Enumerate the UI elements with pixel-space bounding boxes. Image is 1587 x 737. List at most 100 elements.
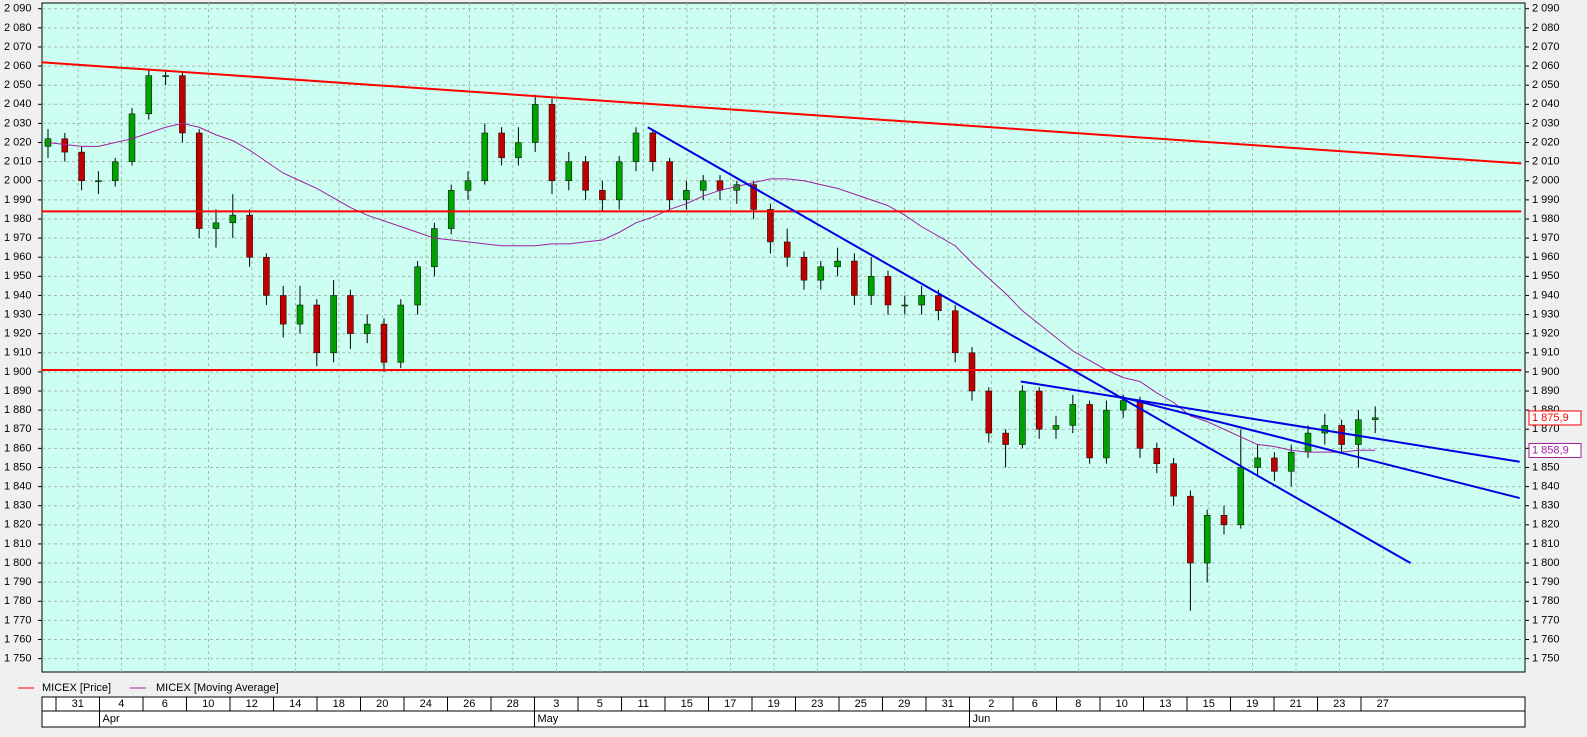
- y-tick-label: 2 050: [1532, 79, 1560, 91]
- moving-average-line: [47, 122, 1376, 453]
- y-tick-label: 2 020: [1532, 136, 1560, 148]
- candle-body: [750, 184, 757, 210]
- candle-body: [1069, 404, 1077, 426]
- candle-body: [817, 266, 825, 281]
- y-tick-label: 1 800: [4, 557, 32, 569]
- y-tick-label: 1 960: [4, 251, 32, 263]
- y-tick-label: 1 870: [4, 423, 32, 435]
- candle-body: [767, 209, 774, 243]
- candle-body: [1203, 515, 1211, 564]
- y-tick-label: 1 940: [1532, 289, 1560, 301]
- y-tick-label: 1 850: [1532, 461, 1560, 473]
- x-tick-label: 23: [811, 698, 823, 710]
- candle-body: [632, 132, 640, 162]
- y-tick-label: 1 750: [1532, 653, 1560, 665]
- candle-body: [1153, 448, 1161, 464]
- candle-body: [279, 295, 287, 325]
- candle-body: [615, 161, 623, 201]
- candle-body: [515, 142, 522, 159]
- candle-body: [783, 241, 791, 258]
- trend-line: [647, 126, 1411, 564]
- candle-body: [330, 295, 337, 354]
- candle-body: [800, 256, 808, 281]
- y-tick-label: 2 080: [4, 22, 32, 34]
- x-tick-label: 24: [420, 698, 432, 710]
- candle-body: [263, 256, 270, 296]
- candle-body: [78, 151, 85, 182]
- y-tick-label: 1 840: [4, 480, 32, 492]
- legend-label: MICEX [Moving Average]: [156, 682, 279, 694]
- x-axis-box: [41, 696, 1526, 728]
- candle-body: [61, 138, 69, 153]
- candle-body: [565, 161, 573, 182]
- x-tick-label: 23: [1333, 698, 1345, 710]
- y-tick-label: 1 990: [4, 194, 32, 206]
- y-tick-label: 1 950: [1532, 270, 1560, 282]
- x-tick-label: 10: [1116, 698, 1128, 710]
- candle-body: [1170, 463, 1177, 497]
- x-tick-label: 21: [1290, 698, 1302, 710]
- candle-body: [179, 75, 186, 134]
- candle-body: [599, 190, 606, 201]
- candle-body: [162, 75, 169, 77]
- y-tick-label: 1 920: [1532, 328, 1560, 340]
- candle-body: [363, 323, 371, 334]
- y-tick-label: 1 960: [1532, 251, 1560, 263]
- y-tick-label: 1 900: [4, 366, 32, 378]
- candle-body: [464, 180, 472, 191]
- x-tick-label: 20: [376, 698, 388, 710]
- y-tick-label: 1 930: [4, 308, 32, 320]
- x-tick-label: 18: [333, 698, 345, 710]
- x-tick-label: 8: [1075, 698, 1081, 710]
- candle-body: [935, 295, 942, 311]
- y-tick-label: 2 060: [1532, 60, 1560, 72]
- x-tick-label: 31: [72, 698, 84, 710]
- y-tick-label: 1 840: [1532, 480, 1560, 492]
- trend-line: [1020, 380, 1520, 463]
- y-tick-label: 1 780: [1532, 595, 1560, 607]
- y-tick-label: 2 070: [1532, 41, 1560, 53]
- x-tick-label: 25: [855, 698, 867, 710]
- x-tick-label: 6: [1032, 698, 1038, 710]
- trend-line: [41, 61, 1522, 165]
- y-tick-label: 2 000: [1532, 175, 1560, 187]
- y-tick-label: 1 990: [1532, 194, 1560, 206]
- y-tick-label: 1 760: [4, 633, 32, 645]
- x-tick-label: 19: [768, 698, 780, 710]
- candle-body: [666, 161, 673, 201]
- x-tick-label: 17: [724, 698, 736, 710]
- y-tick-label: 2 040: [4, 98, 32, 110]
- x-tick-label: 26: [463, 698, 475, 710]
- plot-area: [41, 2, 1526, 673]
- price-marker-box: [1528, 410, 1582, 426]
- x-tick-label: 19: [1246, 698, 1258, 710]
- x-tick-label: 28: [507, 698, 519, 710]
- y-tick-label: 1 790: [1532, 576, 1560, 588]
- y-tick-label: 1 910: [4, 347, 32, 359]
- y-tick-label: 1 970: [1532, 232, 1560, 244]
- trend-line: [1119, 395, 1520, 500]
- y-tick-label: 1 770: [4, 614, 32, 626]
- candle-body: [1355, 419, 1362, 445]
- y-tick-label: 1 820: [4, 519, 32, 531]
- y-tick-label: 1 890: [1532, 385, 1560, 397]
- y-tick-label: 1 970: [4, 232, 32, 244]
- y-tick-label: 2 020: [4, 136, 32, 148]
- y-tick-label: 1 810: [1532, 538, 1560, 550]
- price-marker-label: 1 875,9: [1532, 412, 1569, 424]
- y-tick-label: 2 030: [4, 117, 32, 129]
- y-tick-label: 1 800: [1532, 557, 1560, 569]
- candle-body: [498, 132, 505, 159]
- candle-body: [1220, 515, 1228, 526]
- candle-body: [95, 180, 102, 183]
- y-tick-label: 1 790: [4, 576, 32, 588]
- candle-body: [716, 180, 724, 191]
- candle-body: [229, 214, 237, 224]
- candle-body: [531, 104, 539, 143]
- y-tick-label: 2 040: [1532, 98, 1560, 110]
- candle-body: [834, 260, 841, 268]
- x-tick-label: 2: [988, 698, 994, 710]
- x-tick-label: 12: [246, 698, 258, 710]
- candle-body: [901, 304, 909, 307]
- candle-body: [884, 276, 892, 306]
